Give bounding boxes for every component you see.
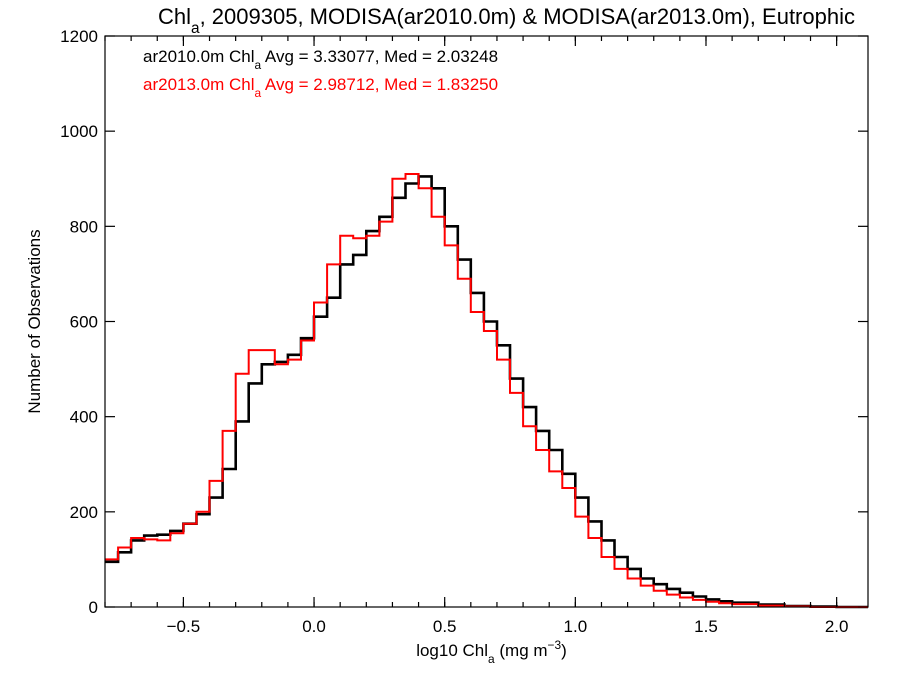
x-tick-label: 1.0 xyxy=(564,617,588,636)
x-tick-label: 2.0 xyxy=(825,617,849,636)
y-tick-label: 0 xyxy=(89,598,98,617)
x-tick-label: 1.5 xyxy=(694,617,718,636)
title-text: Chla, 2009305, MODISA(ar2010.0m) & MODIS… xyxy=(158,4,855,37)
x-axis-label: log10 Chla (mg m−3) xyxy=(416,638,567,666)
y-tick-label: 800 xyxy=(70,217,98,236)
x-axis-ticks: −0.5 0.0 0.5 1.0 1.5 2.0 xyxy=(104,36,849,636)
x-axis-label-text: log10 Chla (mg m−3) xyxy=(416,638,567,666)
x-tick-label: 0.0 xyxy=(302,617,326,636)
annotation-line: ar2013.0m Chla Avg = 2.98712, Med = 1.83… xyxy=(143,75,498,100)
y-tick-label: 200 xyxy=(70,503,98,522)
y-axis-label: Number of Observations xyxy=(25,229,44,413)
y-axis-ticks: 0 200 400 600 800 1000 1200 xyxy=(60,27,868,617)
series-lines xyxy=(105,173,868,609)
series-line xyxy=(105,175,868,609)
annotation-line: ar2010.0m Chla Avg = 3.33077, Med = 2.03… xyxy=(143,47,498,72)
y-tick-label: 1200 xyxy=(60,27,98,46)
x-tick-label: 0.5 xyxy=(433,617,457,636)
y-tick-label: 400 xyxy=(70,408,98,427)
chart-annotations: ar2010.0m Chla Avg = 3.33077, Med = 2.03… xyxy=(143,47,498,100)
y-axis-label-text: Number of Observations xyxy=(25,229,44,413)
y-tick-label: 1000 xyxy=(60,122,98,141)
x-tick-label: −0.5 xyxy=(167,617,201,636)
series-line xyxy=(105,173,868,608)
chart-title: Chla, 2009305, MODISA(ar2010.0m) & MODIS… xyxy=(158,4,855,37)
y-tick-label: 600 xyxy=(70,313,98,332)
